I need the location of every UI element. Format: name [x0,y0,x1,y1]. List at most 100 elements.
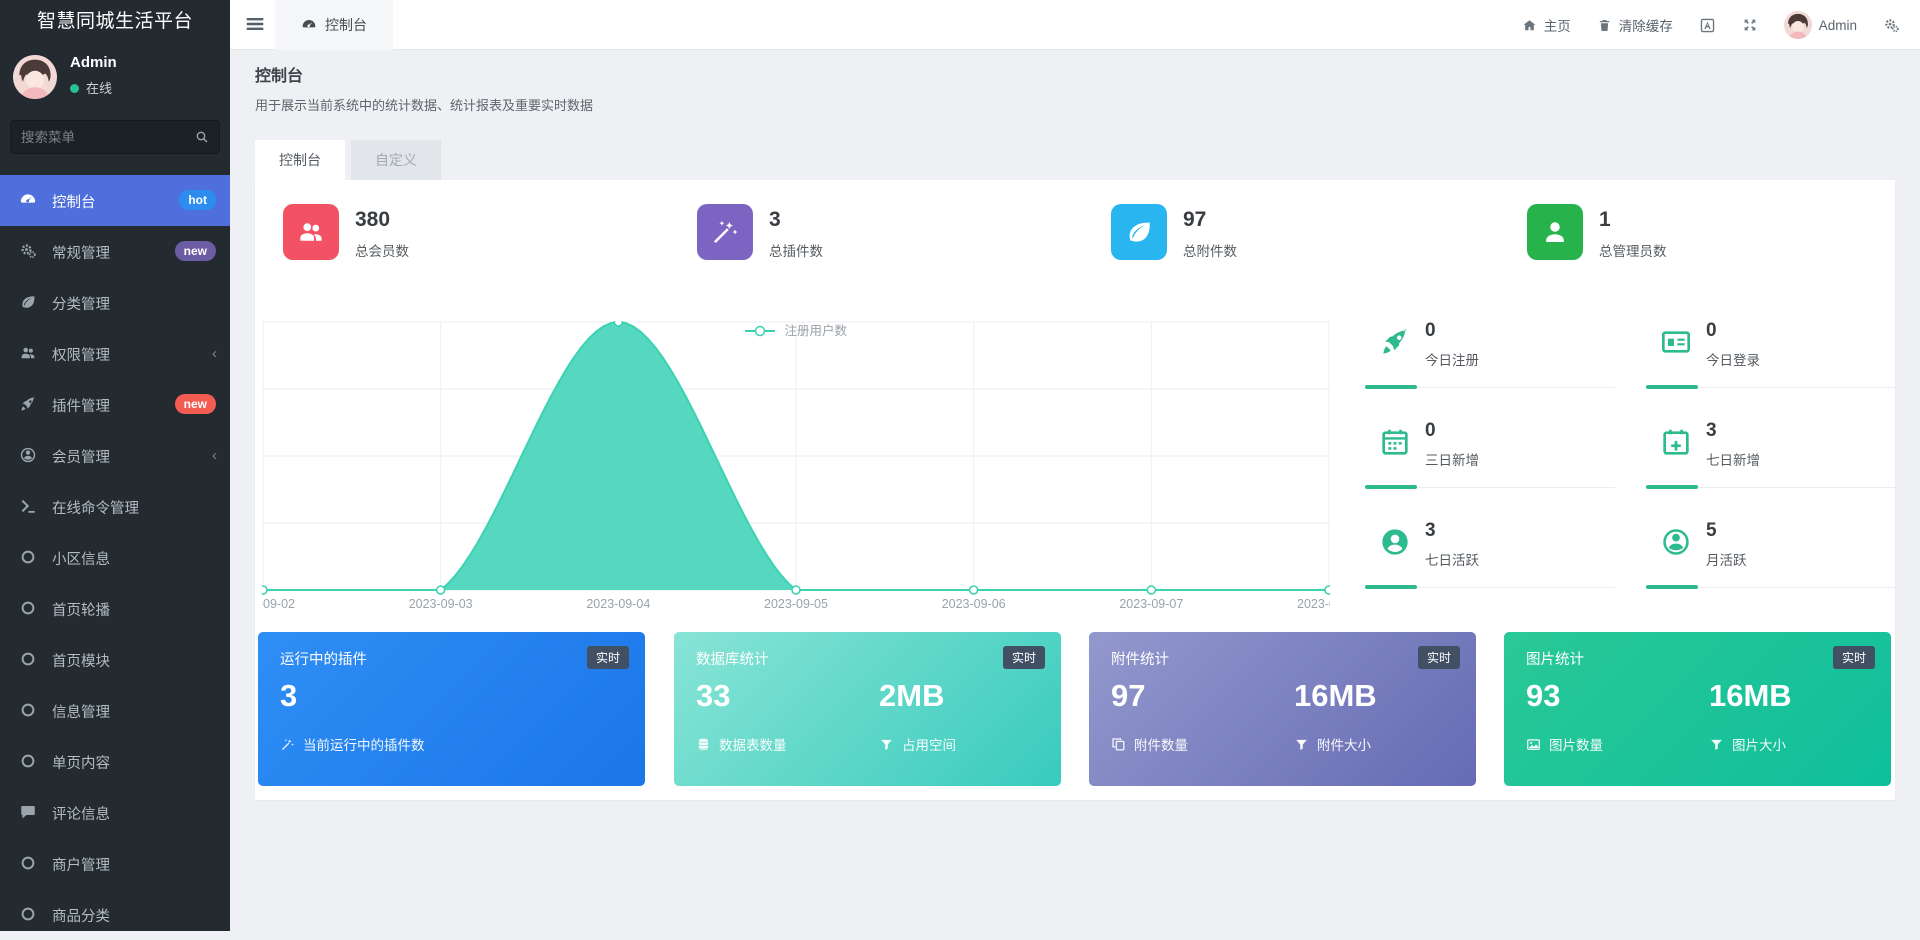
gears-icon [19,242,37,260]
avatar [13,55,57,99]
wand-icon [280,737,295,752]
stat-label: 总插件数 [769,244,823,259]
legend-label: 注册用户数 [784,324,847,338]
calendar-plus-icon [1660,426,1692,458]
accent-bar [1365,485,1417,489]
sidebar-item-community[interactable]: 小区信息 [0,532,230,583]
svg-text:2023-09-05: 2023-09-05 [764,597,828,611]
terminal-icon [19,497,37,515]
filter-icon [1709,737,1724,752]
filter-icon [879,737,894,752]
legend-marker-icon [745,325,775,340]
svg-text:2023-09-04: 2023-09-04 [586,597,650,611]
sidebar-item-merchant[interactable]: 商户管理 [0,838,230,889]
card-image-stats: 图片统计 实时 93 16MB 图片数量 图片大小 [1504,632,1891,786]
filter-icon [1294,737,1309,752]
user-name: Admin [70,54,117,71]
home-button[interactable]: 主页 [1522,15,1571,35]
realtime-badge: 实时 [586,646,629,669]
page-title: 控制台 [255,68,304,85]
circle-icon [19,854,37,872]
online-dot [70,84,79,93]
circle-icon [19,599,37,617]
trash-icon [1597,18,1612,33]
tab-custom[interactable]: 自定义 [351,140,441,180]
mini-stat-7day-active: 3 七日活跃 [1365,520,1615,589]
area-chart: 2023-09-02 2023-09-03 2023-09-04 2023-09-05… [231,321,1361,611]
circle-icon [19,701,37,719]
avatar [1783,11,1812,39]
mini-stat-7day-new: 3 七日新增 [1646,420,1896,489]
page-subtitle: 用于展示当前系统中的统计数据、统计报表及重要实时数据 [255,98,594,113]
clear-cache-button[interactable]: 清除缓存 [1597,15,1673,35]
card-database-stats: 数据库统计 实时 33 2MB 数据表数量 占用空间 [674,632,1061,786]
leaf-icon [1111,204,1167,260]
svg-text:2023-09-02: 2023-09-02 [262,597,295,611]
sidebar-item-command[interactable]: 在线命令管理 [0,481,230,532]
stat-label: 总会员数 [355,244,409,259]
sidebar-item-member[interactable]: 会员管理 ‹ [0,430,230,481]
chevron-left-icon: ‹ [212,345,217,362]
sidebar-item-category[interactable]: 分类管理 [0,277,230,328]
user-panel: Admin 在线 [0,44,230,110]
sidebar-item-comment[interactable]: 评论信息 [0,787,230,838]
accent-bar [1646,485,1698,489]
mini-stat-month-active: 5 月活跃 [1646,520,1896,589]
dashboard-panel: 380 总会员数 3 总插件数 97 总附件数 1 总管理员数 2023-09-… [231,180,1896,800]
stat-value: 380 [355,208,391,231]
accent-bar [1365,585,1417,589]
navbar-tab-dashboard[interactable]: 控制台 [275,0,393,50]
user-circle-icon [1660,526,1692,558]
sidebar-item-goods-category[interactable]: 商品分类 [0,889,230,940]
sidebar-item-module[interactable]: 首页模块 [0,634,230,685]
copy-icon [1111,737,1126,752]
sidebar-item-banner[interactable]: 首页轮播 [0,583,230,634]
rocket-icon [19,395,37,413]
sidebar-item-info[interactable]: 信息管理 [0,685,230,736]
rocket-icon [1379,326,1411,358]
language-button[interactable] [1699,17,1716,34]
sidebar-menu: 控制台 hot 常规管理 new 分类管理 权限管理 ‹ 插件管理 new 会员… [0,175,230,940]
gauge-icon [301,17,317,33]
content-tabs: 控制台 自定义 [255,140,441,180]
circle-icon [19,650,37,668]
registered-users-chart: 2023-09-02 2023-09-03 2023-09-04 2023-09-05… [231,318,1361,614]
chart-legend[interactable]: 注册用户数 [262,320,1330,340]
user-menu[interactable]: Admin [1783,11,1857,39]
chevron-left-icon: ‹ [212,447,217,464]
fullscreen-button[interactable] [1742,17,1758,33]
stat-label: 总附件数 [1183,244,1237,259]
new-badge: new [174,394,216,415]
sidebar-item-addon[interactable]: 插件管理 new [0,379,230,430]
sidebar-item-auth[interactable]: 权限管理 ‹ [0,328,230,379]
users-icon [283,204,339,260]
image-icon [1526,737,1541,752]
search-icon [194,129,210,145]
svg-text:2023-09-07: 2023-09-07 [1119,597,1183,611]
search-input[interactable] [21,121,186,153]
new-badge: new [174,241,216,262]
svg-text:2023-09-03: 2023-09-03 [409,597,473,611]
language-icon [1699,17,1716,34]
realtime-badge: 实时 [1417,646,1460,669]
accent-bar [1646,385,1698,389]
user-name: Admin [1818,17,1857,33]
accent-bar [1646,585,1698,589]
user-icon [1527,204,1583,260]
database-icon [696,737,711,752]
sidebar: 智慧同城生活平台 Admin 在线 控制台 hot 常规管理 new 分类管理 … [0,0,230,931]
stat-value: 1 [1599,208,1611,231]
page-header: 控制台 用于展示当前系统中的统计数据、统计报表及重要实时数据 [255,62,593,114]
circle-icon [19,548,37,566]
sidebar-item-general[interactable]: 常规管理 new [0,226,230,277]
hamburger-menu-icon[interactable] [244,13,270,37]
settings-button[interactable] [1883,17,1900,34]
sidebar-item-page[interactable]: 单页内容 [0,736,230,787]
wand-icon [697,204,753,260]
card-running-addons: 运行中的插件 实时 3 当前运行中的插件数 [258,632,645,786]
users-icon [19,344,37,362]
sidebar-item-dashboard[interactable]: 控制台 hot [0,175,230,226]
stat-label: 总管理员数 [1599,244,1667,259]
circle-icon [19,905,37,923]
tab-dashboard[interactable]: 控制台 [255,140,345,180]
